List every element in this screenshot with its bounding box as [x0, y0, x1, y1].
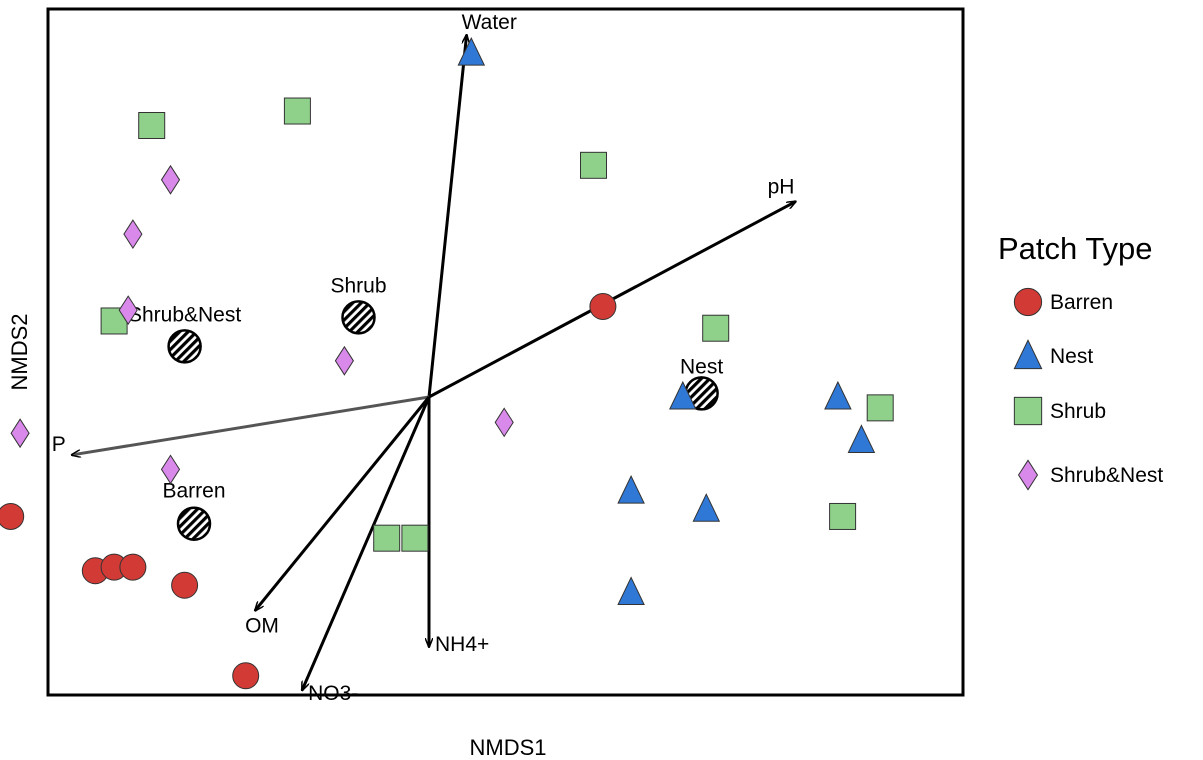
point-shrubnest — [334, 345, 354, 376]
point-shrub — [866, 394, 894, 422]
point-barren — [171, 571, 199, 599]
plot-frame — [46, 7, 965, 697]
point-shrubnest — [118, 295, 138, 326]
x-axis-label: NMDS1 — [469, 735, 546, 760]
point-nest — [692, 493, 721, 522]
vector-label: pH — [768, 176, 795, 199]
point-shrub — [401, 524, 429, 552]
data-points — [0, 36, 894, 690]
centroid-marker — [167, 329, 202, 364]
point-shrubnest — [123, 219, 143, 250]
point-shrub — [373, 524, 401, 552]
vector-label: Water — [462, 11, 517, 34]
centroids: Barren Shrub&Nest Shrub Nest — [128, 274, 723, 541]
point-nest — [669, 380, 697, 410]
vector-label: NH4+ — [435, 633, 489, 656]
y-axis-label: NMDS2 — [7, 313, 32, 390]
point-barren — [0, 502, 25, 530]
centroid-label: Shrub&Nest — [128, 303, 241, 326]
point-shrub — [829, 502, 857, 530]
vector-label: NO3- — [308, 682, 358, 705]
point-shrub — [580, 151, 607, 179]
vector-water — [427, 35, 467, 398]
vector-label: OM — [245, 615, 279, 638]
point-nest — [847, 424, 876, 453]
point-shrubnest — [494, 407, 514, 438]
vector-label: P — [52, 433, 66, 456]
point-barren — [119, 553, 147, 581]
legend-label: Barren — [1050, 291, 1113, 314]
legend-title: Patch Type — [998, 231, 1153, 266]
point-shrubnest — [10, 418, 30, 449]
point-shrub — [283, 97, 311, 125]
legend-marker-barren — [1013, 287, 1043, 317]
legend: Patch Type Barren Nest Shrub Shrub&Nest — [998, 231, 1163, 491]
legend-marker-shrubnest — [1017, 459, 1039, 491]
vector-no3 — [300, 396, 431, 690]
centroid-label: Nest — [680, 355, 723, 378]
vector-p — [72, 395, 430, 455]
vector-om — [255, 396, 431, 611]
centroid-marker — [341, 300, 376, 335]
point-shrubnest — [160, 164, 181, 195]
legend-label: Shrub — [1050, 400, 1106, 423]
legend-label: Nest — [1050, 345, 1093, 368]
point-shrubnest — [160, 454, 181, 485]
point-nest — [457, 36, 486, 66]
legend-marker-nest — [1013, 339, 1043, 370]
point-nest — [824, 380, 852, 410]
legend-marker-shrub — [1013, 396, 1043, 426]
point-barren — [232, 662, 260, 690]
point-barren — [589, 293, 617, 320]
point-nest — [617, 576, 645, 605]
point-shrub — [138, 112, 166, 139]
point-shrub — [702, 314, 730, 342]
legend-label: Shrub&Nest — [1050, 464, 1163, 487]
centroid-marker — [176, 506, 212, 541]
centroid-label: Barren — [162, 480, 225, 503]
point-nest — [617, 474, 645, 504]
centroid-label: Shrub — [330, 274, 386, 297]
